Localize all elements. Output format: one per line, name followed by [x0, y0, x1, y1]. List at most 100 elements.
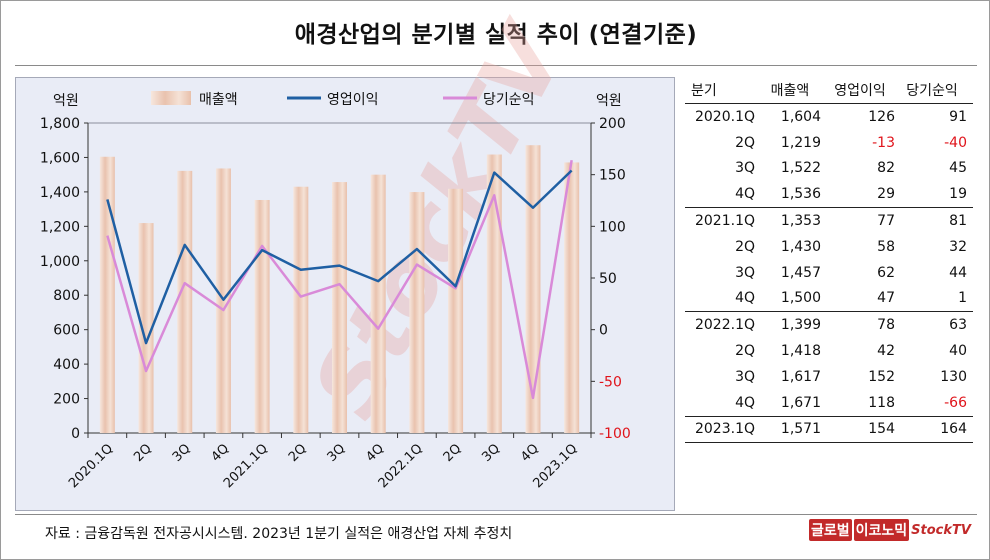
table-cell: 29: [877, 186, 895, 203]
legend-label-operating: 영업이익: [327, 92, 379, 108]
table-cell: 78: [877, 317, 895, 334]
x-tick-label: 4Q: [518, 441, 542, 465]
left-tick-label: 1,600: [40, 150, 80, 166]
table-cell: 1,418: [780, 343, 821, 360]
right-tick-label: -100: [599, 426, 631, 442]
brand-logo: 글로벌 이코노믹 StockTV: [809, 519, 971, 541]
table-cell: 82: [877, 160, 895, 177]
table-cell: 1,522: [780, 160, 821, 177]
operating-profit-line: [106, 169, 573, 345]
table-cell: 1,457: [780, 264, 821, 281]
left-tick-label: 1,800: [40, 116, 80, 132]
table-cell: 1,500: [780, 290, 821, 307]
sales-bar: [370, 174, 386, 433]
table-cell: 4Q: [735, 186, 755, 203]
table-cell: 91: [949, 108, 967, 125]
table-cell: 152: [868, 368, 895, 385]
table-cell: 2022.1Q: [694, 317, 755, 334]
table-cell: 4Q: [735, 394, 755, 411]
table-row: 2021.1Q 1,353 77 81: [685, 207, 973, 234]
table-cell: 3Q: [735, 160, 755, 177]
table-cell: 4Q: [735, 290, 755, 307]
left-tick-label: 1,200: [40, 219, 80, 235]
x-tick-label: 4Q: [209, 441, 233, 465]
table-cell: 1,430: [780, 238, 821, 255]
table-cell: 1,671: [780, 394, 821, 411]
table-cell: 3Q: [735, 368, 755, 385]
table-cell: 126: [868, 108, 895, 125]
logo-part-3: StockTV: [911, 522, 971, 538]
table-cell: 32: [949, 238, 967, 255]
table-cell: 2Q: [735, 134, 755, 151]
sales-bar: [254, 199, 270, 433]
net-income-line: [106, 159, 573, 400]
page-title: 애경산업의 분기별 실적 추이 (연결기준): [294, 22, 698, 48]
table-cell: 1,399: [780, 317, 821, 334]
table-row: 4Q 1,500 47 1: [685, 286, 973, 312]
table-header-cell: 영업이익: [834, 83, 886, 99]
table-cell: 62: [877, 264, 895, 281]
table-row: 2023.1Q 1,571 154 164: [685, 415, 973, 444]
table-row: 3Q 1,522 82 45: [685, 156, 973, 182]
right-tick-label: -50: [599, 374, 622, 390]
table-row: 2Q 1,219 -13 -40: [685, 130, 973, 156]
table-cell: 40: [949, 343, 967, 360]
table-cell: 19: [949, 186, 967, 203]
logo-part-1: 글로벌: [809, 519, 852, 541]
table-cell: 1,536: [780, 186, 821, 203]
table-row: 3Q 1,617 152 130: [685, 364, 973, 390]
table-cell: 2021.1Q: [694, 213, 755, 230]
left-tick-label: 600: [53, 323, 80, 339]
table-cell: 77: [877, 213, 895, 230]
sales-bar: [293, 186, 309, 433]
table-cell: 118: [868, 394, 895, 411]
table-cell: 164: [940, 421, 967, 438]
table-cell: 2Q: [735, 343, 755, 360]
table-header-cell: 당기순익: [906, 83, 958, 99]
legend-label-sales: 매출액: [199, 92, 238, 108]
table-header-cell: 매출액: [770, 83, 810, 99]
sales-bar: [99, 156, 115, 433]
table-cell: 45: [949, 160, 967, 177]
table-cell: -40: [944, 134, 967, 151]
footer-divider: [15, 514, 977, 515]
table-cell: 1: [958, 290, 967, 307]
table-header-row: 분기 매출액 영업이익 당기순익: [685, 77, 973, 104]
table-row: 4Q 1,671 118 -66: [685, 390, 973, 416]
sales-bar: [138, 223, 154, 433]
table-cell: 3Q: [735, 264, 755, 281]
right-axis-unit: 억원: [596, 93, 622, 109]
right-tick-label: 0: [599, 323, 608, 339]
table-cell: 1,617: [780, 368, 821, 385]
table-cell: -13: [872, 134, 895, 151]
right-tick-label: 150: [599, 168, 626, 184]
sales-bar: [486, 154, 502, 433]
sales-bar: [525, 145, 541, 433]
x-tick-label: 3Q: [479, 441, 503, 465]
table-cell: 2Q: [735, 238, 755, 255]
table-cell: 1,604: [780, 108, 821, 125]
x-tick-label: 2020.1Q: [66, 441, 116, 491]
table-cell: 130: [940, 368, 967, 385]
table-cell: 63: [949, 317, 967, 334]
left-tick-label: 400: [53, 357, 80, 373]
sales-bar: [564, 162, 580, 433]
x-tick-label: 3Q: [325, 441, 349, 465]
table-cell: -66: [944, 394, 967, 411]
left-tick-label: 0: [71, 426, 80, 442]
table-row: 2022.1Q 1,399 78 63: [685, 311, 973, 338]
table-row: 3Q 1,457 62 44: [685, 260, 973, 286]
title-divider: [15, 65, 977, 66]
table-cell: 2020.1Q: [694, 108, 755, 125]
left-tick-label: 800: [53, 288, 80, 304]
table-cell: 81: [949, 213, 967, 230]
left-tick-label: 200: [53, 392, 80, 408]
legend-label-net: 당기순익: [483, 92, 535, 108]
table-cell: 58: [877, 238, 895, 255]
performance-chart: StockTV02004006008001,0001,2001,4001,600…: [40, 5, 631, 492]
table-row: 2Q 1,430 58 32: [685, 234, 973, 260]
right-tick-label: 50: [599, 271, 617, 287]
left-tick-label: 1,000: [40, 254, 80, 270]
table-cell: 154: [868, 421, 895, 438]
